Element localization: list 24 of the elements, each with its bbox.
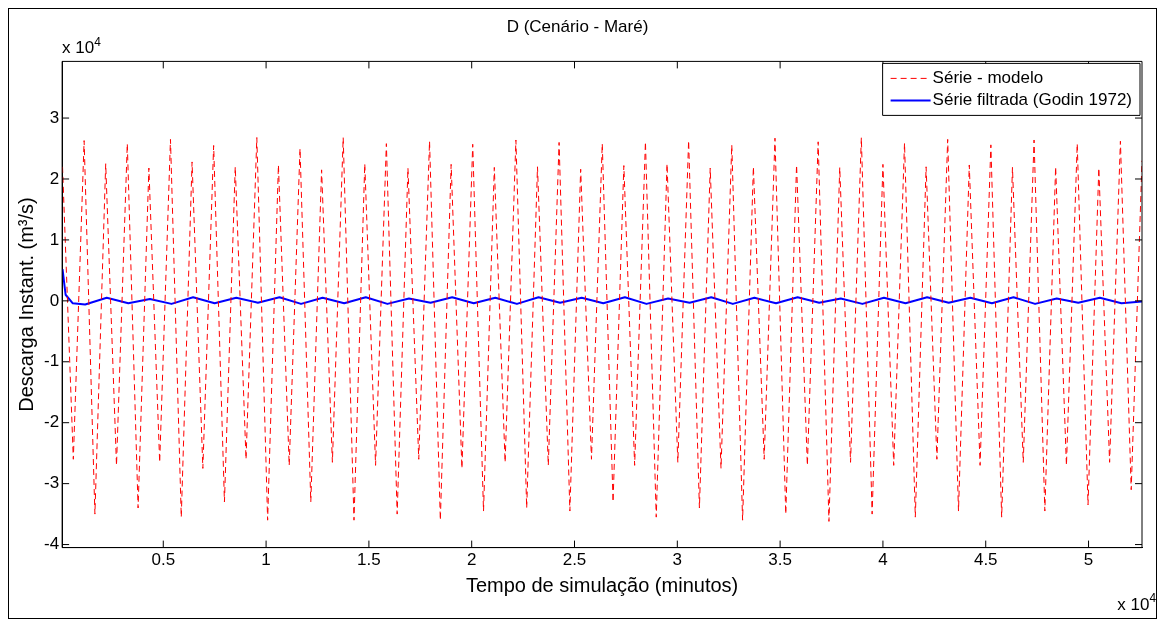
legend-label: Série - modelo	[932, 68, 1044, 88]
x-tick-label: 4	[878, 550, 888, 570]
x-tick-label: 4.5	[973, 550, 998, 570]
x-tick-label: 2	[466, 550, 477, 570]
y-tick-label: -2	[43, 412, 60, 432]
x-tick-label: 1.5	[357, 550, 381, 570]
y-tick-label: 0	[49, 290, 60, 310]
x-tick-label: 3	[672, 550, 683, 570]
y-tick-label: 2	[49, 168, 60, 188]
y-axis-title: Descarga Instant. (m³/s)	[14, 197, 37, 412]
x-tick-label: 5	[1083, 550, 1094, 570]
legend-label: Série filtrada (Godin 1972)	[932, 90, 1133, 110]
y-tick-label: -4	[43, 534, 60, 554]
y-tick-label: -3	[43, 473, 60, 493]
x-tick-label: 1	[261, 550, 271, 570]
line-series	[62, 137, 1142, 522]
y-tick-label: 1	[49, 229, 60, 249]
x-tick-label: 3.5	[768, 550, 792, 570]
x-tick-label: 0.5	[151, 550, 176, 570]
y-tick-label: 3	[49, 107, 60, 127]
x-axis-title: Tempo de simulação (minutos)	[465, 573, 739, 596]
x-tick-label: 2.5	[562, 550, 587, 570]
chart-title: D (Cenário - Maré)	[506, 16, 649, 36]
y-tick-label: -1	[43, 351, 60, 371]
